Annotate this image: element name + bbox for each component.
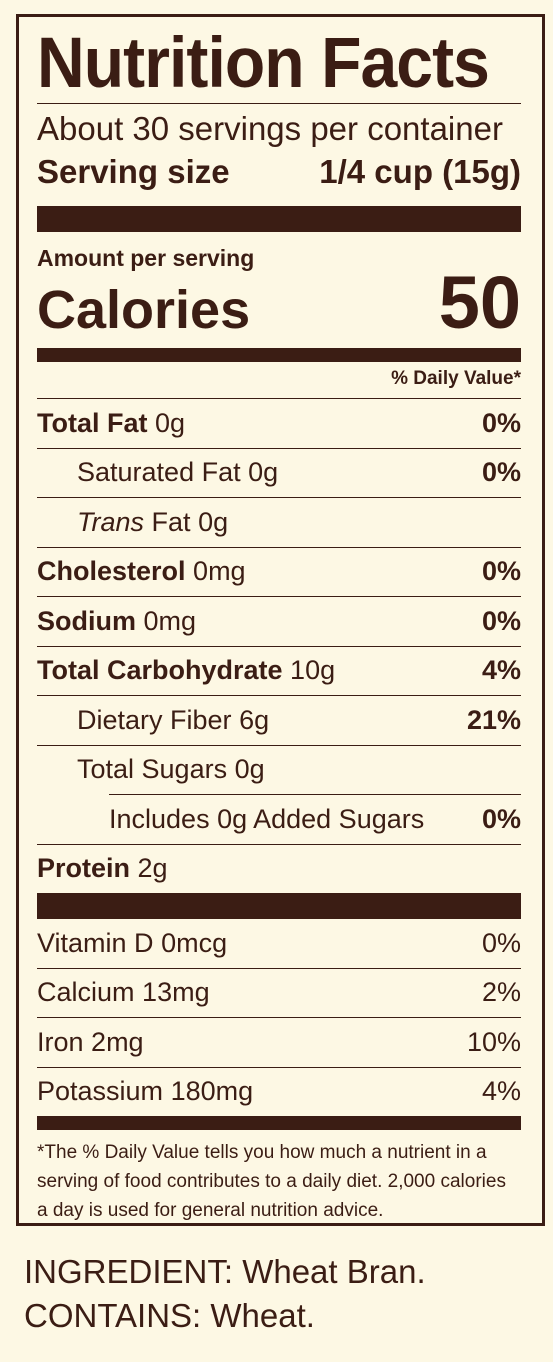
- vitamin-daily-value: 4%: [481, 1076, 521, 1107]
- allergen-statement: CONTAINS: Wheat.: [24, 1297, 315, 1334]
- nutrient-row-sodium: Sodium 0mg 0%: [37, 596, 521, 646]
- nutrient-amount: 0g: [234, 754, 265, 785]
- thick-divider: [37, 206, 521, 232]
- vitamin-amount: 2mg: [91, 1026, 144, 1057]
- serving-size-label: Serving size: [37, 153, 230, 190]
- calories-row: Calories 50: [37, 261, 521, 344]
- nutrient-name: Protein: [37, 853, 131, 884]
- ingredients-block: INGREDIENT: Wheat Bran. CONTAINS: Wheat.: [24, 1250, 426, 1338]
- nutrient-daily-value: 0%: [481, 407, 521, 438]
- vitamin-row-vitamin-d: Vitamin D 0mcg 0%: [37, 919, 521, 968]
- vitamin-row-potassium: Potassium 180mg 4%: [37, 1066, 521, 1117]
- vitamin-name: Calcium: [37, 977, 135, 1008]
- nutrient-name: Total Carbohydrate: [37, 655, 283, 686]
- nutrient-name: Fat: [151, 506, 191, 537]
- vitamin-row-calcium: Calcium 13mg 2%: [37, 967, 521, 1018]
- nutrient-row-cholesterol: Cholesterol 0mg 0%: [37, 546, 521, 597]
- nutrient-amount: 2g: [137, 853, 168, 884]
- nutrient-daily-value: 4%: [481, 655, 521, 686]
- nutrient-row-total-carbohydrate: Total Carbohydrate 10g 4%: [37, 645, 521, 696]
- nutrient-name: Saturated Fat: [77, 457, 241, 488]
- daily-value-header: % Daily Value*: [391, 368, 521, 389]
- vitamin-name: Potassium: [37, 1076, 164, 1107]
- medium-divider: [37, 1116, 521, 1130]
- nutrient-name: Sodium: [37, 605, 136, 636]
- nutrient-row-trans-fat: Trans Fat 0g: [37, 497, 521, 547]
- nutrient-row-total-sugars: Total Sugars 0g: [37, 744, 521, 795]
- nutrient-daily-value: 0%: [481, 605, 521, 636]
- ingredient-statement: INGREDIENT: Wheat Bran.: [24, 1253, 426, 1290]
- vitamin-amount: 13mg: [142, 977, 210, 1008]
- label-title: Nutrition Facts: [37, 24, 490, 103]
- nutrient-name: Total Fat: [37, 407, 148, 438]
- divider: [37, 103, 521, 104]
- nutrient-name-italic: Trans: [77, 506, 145, 537]
- vitamin-daily-value: 0%: [481, 927, 521, 958]
- nutrient-amount: 6g: [239, 704, 270, 735]
- daily-value-footnote: *The % Daily Value tells you how much a …: [37, 1142, 506, 1221]
- calories-value: 50: [438, 261, 521, 344]
- nutrient-daily-value: 0%: [481, 457, 521, 488]
- nutrition-facts-label: Nutrition Facts About 30 servings per co…: [16, 14, 545, 1226]
- nutrient-amount: 0g: [155, 407, 186, 438]
- calories-label: Calories: [37, 280, 251, 340]
- vitamin-row-iron: Iron 2mg 10%: [37, 1017, 521, 1067]
- nutrient-name: Cholesterol: [37, 556, 186, 587]
- nutrient-amount: 10g: [290, 655, 336, 686]
- nutrient-daily-value: 21%: [466, 704, 521, 735]
- nutrient-daily-value: 0%: [481, 556, 521, 587]
- nutrient-name: Includes 0g Added Sugars: [109, 803, 425, 834]
- nutrient-amount: 0g: [248, 457, 279, 488]
- nutrient-name: Dietary Fiber: [77, 704, 232, 735]
- nutrient-row-total-fat: Total Fat 0g 0%: [37, 398, 521, 448]
- vitamin-name: Iron: [37, 1026, 84, 1057]
- nutrient-amount: 0mg: [193, 556, 246, 587]
- serving-size-row: Serving size 1/4 cup (15g): [37, 152, 521, 192]
- nutrient-daily-value: 0%: [481, 803, 521, 834]
- vitamin-name: Vitamin D: [37, 927, 154, 958]
- vitamin-amount: 180mg: [170, 1076, 254, 1107]
- nutrient-row-protein: Protein 2g: [37, 843, 521, 894]
- nutrient-name: Total Sugars: [77, 754, 228, 785]
- nutrient-amount: 0mg: [143, 605, 197, 636]
- thick-divider: [37, 893, 521, 919]
- amount-per-serving: Amount per serving: [37, 245, 255, 271]
- medium-divider: [37, 348, 521, 362]
- servings-per-container: About 30 servings per container: [37, 110, 503, 147]
- vitamin-amount: 0mcg: [161, 927, 228, 958]
- vitamin-daily-value: 2%: [481, 977, 521, 1008]
- vitamin-daily-value: 10%: [466, 1026, 521, 1057]
- nutrient-row-added-sugars: Includes 0g Added Sugars 0%: [109, 794, 521, 844]
- nutrient-amount: 0g: [198, 506, 229, 537]
- serving-size-value: 1/4 cup (15g): [319, 153, 521, 190]
- nutrient-row-dietary-fiber: Dietary Fiber 6g 21%: [37, 695, 521, 745]
- nutrient-row-saturated-fat: Saturated Fat 0g 0%: [37, 447, 521, 498]
